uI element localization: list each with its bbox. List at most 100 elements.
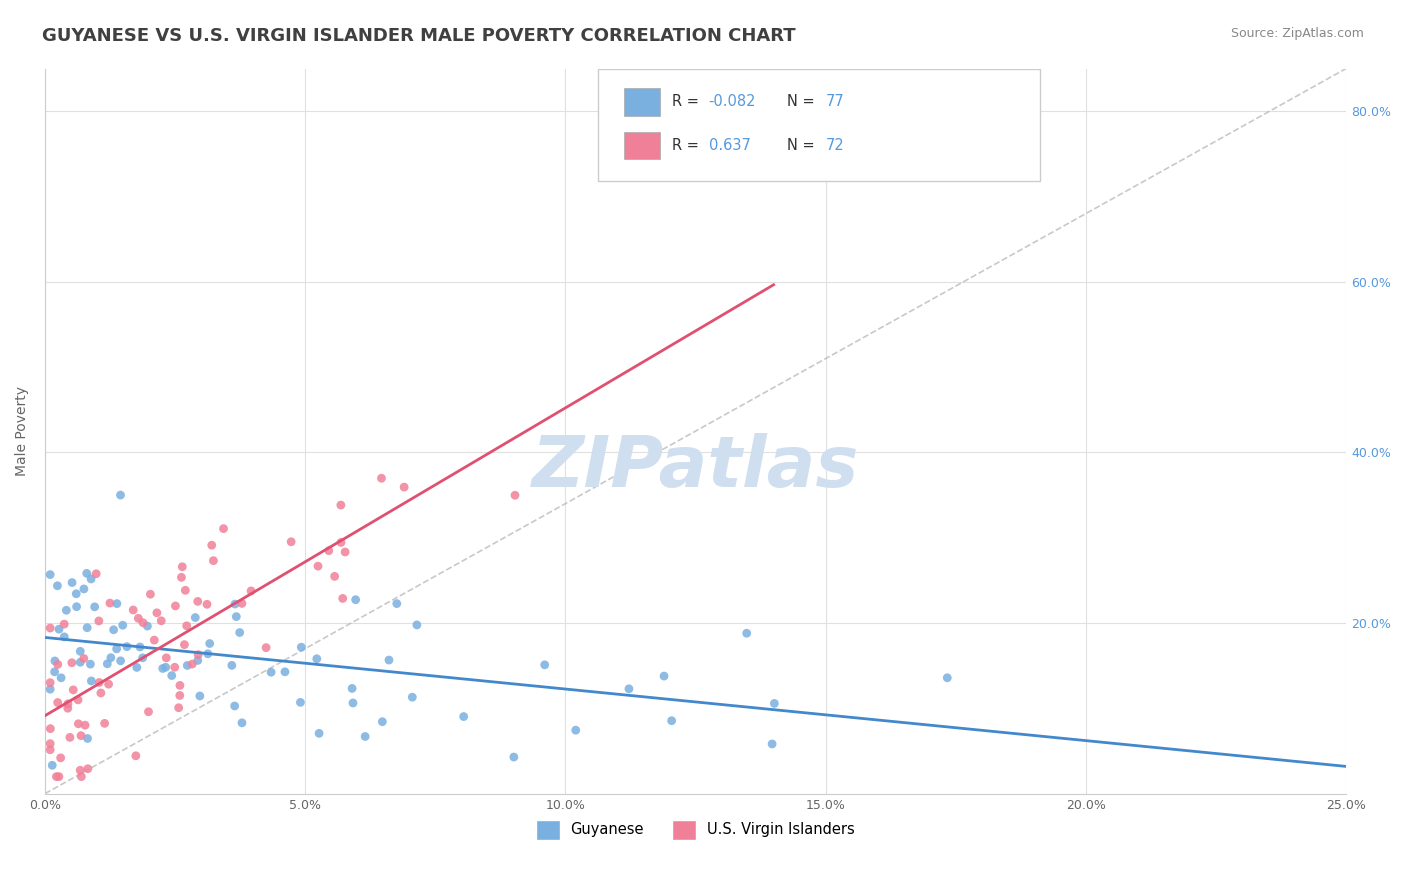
Point xyxy=(169,678,191,692)
Point xyxy=(139,587,162,601)
Point xyxy=(165,599,187,613)
Point xyxy=(652,669,675,683)
Point xyxy=(202,554,225,568)
Point xyxy=(100,650,122,665)
Point xyxy=(66,693,89,707)
Point xyxy=(763,697,786,711)
Y-axis label: Male Poverty: Male Poverty xyxy=(15,386,30,476)
FancyBboxPatch shape xyxy=(624,132,661,159)
Point xyxy=(453,709,475,723)
Point xyxy=(201,538,224,552)
Text: ZIPatlas: ZIPatlas xyxy=(531,433,859,502)
Point xyxy=(333,545,356,559)
Point xyxy=(307,559,329,574)
Point xyxy=(125,748,148,763)
Point xyxy=(305,652,328,666)
Point xyxy=(936,671,959,685)
Point xyxy=(170,570,193,584)
Point xyxy=(103,623,125,637)
Point xyxy=(274,665,297,679)
Text: 0.637: 0.637 xyxy=(709,138,751,153)
Point xyxy=(62,682,84,697)
Point xyxy=(131,650,153,665)
Point xyxy=(83,599,105,614)
Point xyxy=(163,660,186,674)
Point xyxy=(617,681,640,696)
Point xyxy=(69,655,91,669)
Point xyxy=(70,770,93,784)
Point xyxy=(70,729,93,743)
Point xyxy=(378,653,401,667)
Point xyxy=(370,471,392,485)
Point xyxy=(60,575,83,590)
Point xyxy=(225,609,247,624)
Point xyxy=(115,640,138,654)
Text: 72: 72 xyxy=(825,138,845,153)
Text: 77: 77 xyxy=(825,95,845,110)
Point xyxy=(53,617,76,632)
FancyBboxPatch shape xyxy=(624,88,661,116)
Point xyxy=(150,614,173,628)
Point xyxy=(105,597,128,611)
Point xyxy=(146,606,169,620)
Point xyxy=(371,714,394,729)
Point xyxy=(132,615,155,630)
Point xyxy=(89,675,111,690)
Point xyxy=(65,587,87,601)
Point xyxy=(240,583,263,598)
Point xyxy=(564,723,586,738)
Point xyxy=(73,651,96,665)
Point xyxy=(48,770,70,784)
Point xyxy=(39,743,62,757)
Point xyxy=(73,582,96,596)
Point xyxy=(174,583,197,598)
Point xyxy=(93,716,115,731)
Point xyxy=(76,731,98,746)
Point xyxy=(329,498,352,512)
Point xyxy=(280,534,302,549)
Point xyxy=(122,603,145,617)
Point xyxy=(84,566,107,581)
Point xyxy=(344,592,367,607)
Text: R =: R = xyxy=(672,95,703,110)
Point xyxy=(173,638,195,652)
Point xyxy=(138,705,160,719)
Point xyxy=(187,648,209,662)
Point xyxy=(330,535,353,549)
Point xyxy=(260,665,283,680)
Point xyxy=(181,657,204,671)
Point xyxy=(49,751,72,765)
Point xyxy=(167,700,190,714)
Point xyxy=(354,730,377,744)
Point xyxy=(401,690,423,705)
Point xyxy=(39,567,62,582)
Point xyxy=(44,665,66,679)
Point xyxy=(67,716,90,731)
Point xyxy=(76,621,98,635)
Point xyxy=(39,737,62,751)
Point xyxy=(290,640,312,655)
Point xyxy=(290,695,312,709)
Point xyxy=(136,619,159,633)
Point xyxy=(80,572,103,586)
Point xyxy=(198,636,221,650)
Point xyxy=(502,750,524,764)
Point xyxy=(41,758,63,772)
Point xyxy=(231,596,253,610)
Point xyxy=(111,618,134,632)
Point xyxy=(45,770,67,784)
Point xyxy=(59,731,82,745)
Point xyxy=(56,701,79,715)
FancyBboxPatch shape xyxy=(598,69,1040,181)
Point xyxy=(221,658,243,673)
Point xyxy=(69,644,91,658)
Point xyxy=(49,671,72,685)
Point xyxy=(172,559,194,574)
Point xyxy=(39,682,62,697)
Point xyxy=(176,619,198,633)
Point xyxy=(155,650,177,665)
Point xyxy=(125,660,148,674)
Text: GUYANESE VS U.S. VIRGIN ISLANDER MALE POVERTY CORRELATION CHART: GUYANESE VS U.S. VIRGIN ISLANDER MALE PO… xyxy=(42,27,796,45)
Point xyxy=(332,591,354,606)
Point xyxy=(224,698,246,713)
